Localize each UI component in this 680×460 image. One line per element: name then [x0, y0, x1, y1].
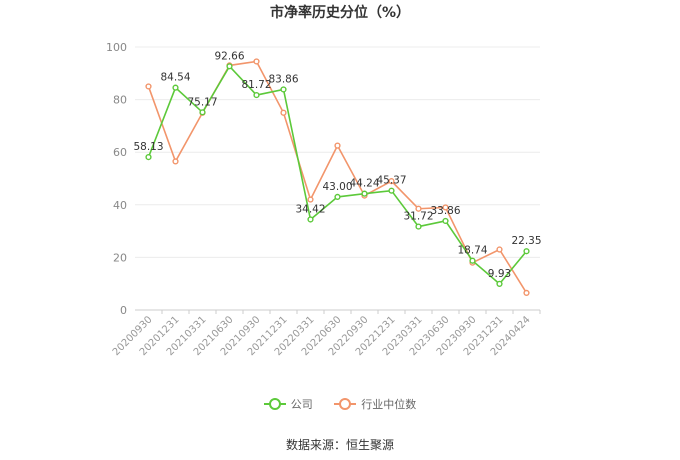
legend-swatch-company: [263, 398, 286, 410]
data-point: [253, 91, 260, 99]
data-point: [307, 216, 314, 223]
line-chart: 0 20 40 60 80 100 202009302020123120210331202…: [106, 41, 542, 358]
data-label: 43.00: [322, 181, 352, 193]
data-point: [226, 63, 233, 70]
data-source-note: 数据来源：恒生聚源: [285, 438, 394, 452]
data-label: 84.54: [160, 72, 190, 84]
data-point: [496, 280, 503, 287]
data-label: 33.86: [430, 205, 460, 217]
data-point: [334, 142, 341, 149]
data-point: [469, 257, 476, 264]
data-label: 58.13: [133, 141, 163, 153]
data-label: 45.37: [376, 175, 406, 187]
data-label: 92.66: [214, 50, 244, 62]
data-point: [415, 223, 422, 230]
data-point: [361, 190, 368, 197]
data-label: 9.93: [488, 268, 511, 280]
data-point: [523, 289, 530, 297]
y-tick-label: 20: [113, 251, 127, 264]
data-label: 34.42: [295, 203, 325, 215]
data-label: 18.74: [457, 245, 487, 257]
data-point: [307, 196, 314, 203]
legend-item-industry-median[interactable]: 行业中位数: [334, 396, 416, 412]
y-tick-label: 60: [113, 146, 127, 159]
data-label: 31.72: [403, 211, 433, 223]
data-point: [253, 58, 260, 65]
legend-item-company[interactable]: 公司: [263, 396, 313, 412]
data-point: [388, 187, 395, 194]
legend: 公司 行业中位数: [0, 396, 680, 413]
data-label: 81.72: [241, 79, 271, 91]
data-point: [280, 109, 287, 116]
gridlines: [135, 46, 540, 311]
legend-label-company: 公司: [290, 398, 313, 411]
data-point: [145, 154, 152, 161]
data-point: [496, 246, 503, 253]
data-label: 22.35: [511, 235, 541, 247]
data-point: [172, 84, 179, 91]
legend-label-industry-median: 行业中位数: [361, 398, 417, 411]
data-point: [442, 204, 449, 211]
y-tick-label: 0: [120, 304, 127, 317]
y-tick-label: 80: [113, 94, 127, 107]
data-label: 44.24: [349, 178, 379, 190]
y-tick-label: 40: [113, 199, 127, 212]
data-label: 83.86: [268, 73, 298, 85]
y-axis-ticks: 0 20 40 60 80 100: [106, 41, 127, 317]
data-label: 75.17: [187, 96, 217, 108]
x-axis-ticks: 2020093020201231202103312021063020210930…: [111, 310, 541, 358]
legend-swatch-industry-median: [334, 398, 357, 410]
data-point: [172, 158, 179, 165]
data-point: [442, 217, 449, 225]
data-point: [199, 109, 206, 116]
data-point: [145, 83, 152, 90]
data-point: [388, 178, 395, 185]
y-tick-label: 100: [106, 41, 127, 54]
data-point: [334, 193, 341, 201]
data-point: [415, 205, 422, 212]
data-point: [523, 248, 530, 255]
series-group: [145, 58, 530, 297]
data-point: [280, 86, 287, 93]
chart-title: 市净率历史分位（%）: [269, 5, 411, 21]
